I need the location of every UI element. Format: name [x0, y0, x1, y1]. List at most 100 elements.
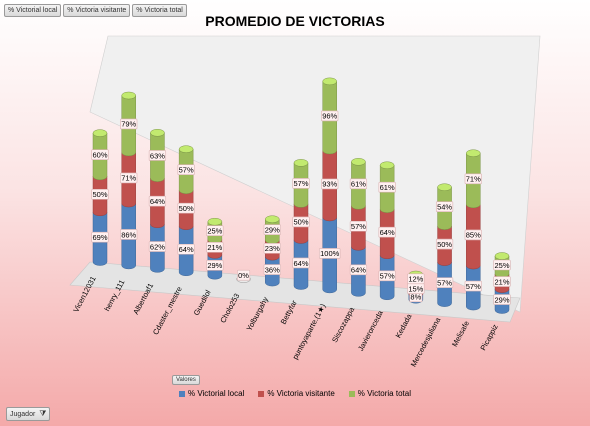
- data-label-box-victoria-visitante-henry-111: [120, 172, 138, 184]
- data-label-box-victorial-local-vicen12031: [91, 231, 109, 243]
- bar-cap-mercedesjuliana: [437, 183, 452, 191]
- data-label-box-victorial-local-melisafe: [464, 280, 482, 292]
- data-label-box-victoria-visitante-cdaster-mestre: [177, 202, 195, 214]
- data-label-victoria-total-albertoaf1: 63%: [150, 151, 165, 160]
- jugador-label: Jugador: [10, 410, 36, 418]
- bar-stack-cdaster-mestre: [178, 145, 194, 277]
- legend-swatch-local: [179, 390, 185, 397]
- legend-label-total: % Victoria total: [357, 389, 411, 398]
- legend-item-total: % Victoria total: [348, 389, 411, 398]
- data-label-victoria-visitante-vicen12031: 50%: [92, 190, 107, 199]
- x-tick-label-siscozappa: Siscozappa: [330, 305, 357, 344]
- data-label-victoria-total-siscozappa: 61%: [351, 180, 366, 189]
- legend-item-local: % Victorial local: [179, 389, 244, 398]
- data-label-box-victorial-local-mercedesjuliana: [435, 277, 454, 288]
- x-tick-label-puntoyaparte-1: puntoyaparte.(1★): [291, 302, 328, 361]
- data-label-box-victoria-total-bettyfar: [292, 178, 310, 189]
- bar-cap-vicen12031: [92, 129, 108, 137]
- data-label-box-victoria-total-mercedesjuliana: [435, 201, 454, 212]
- data-label-victoria-total-vicen12031: 60%: [92, 151, 107, 160]
- data-label-box-victoria-visitante-siscozappa: [349, 220, 368, 232]
- data-label-box-victoria-total-guedilol: [206, 225, 224, 237]
- data-label-victoria-visitante-yolburgahy: 23%: [265, 244, 280, 253]
- field-buttons: % Victorial local % Victoria visitante %…: [4, 4, 187, 17]
- data-label-box-victoria-total-melisafe: [464, 173, 482, 185]
- data-label-victoria-visitante-bettyfar: 50%: [293, 218, 308, 227]
- legend-label-local: % Victorial local: [188, 389, 245, 398]
- data-label-box-victoria-total-albertoaf1: [148, 150, 167, 161]
- filter-icon: ⧩: [39, 409, 47, 418]
- data-label-box-victorial-local-cholo253: [237, 269, 251, 281]
- data-label-box-victoria-visitante-mercedesjuliana: [435, 238, 454, 250]
- data-label-box-victoria-visitante-albertoaf1: [148, 195, 167, 207]
- data-label-victoria-total-javieronceda: 61%: [380, 183, 395, 192]
- data-label-box-victorial-local-yolburgahy: [263, 264, 281, 275]
- bar-cap-puntoyaparte-1: [322, 77, 337, 86]
- data-label-box-victorial-local-bettyfar: [292, 257, 310, 269]
- data-label-victoria-visitante-cdaster-mestre: 50%: [179, 204, 194, 213]
- data-label-box-victoria-total-puntoyaparte-1: [321, 110, 339, 122]
- bar-cap-albertoaf1: [150, 129, 165, 137]
- legend-label-visitante: % Victoria visitante: [267, 389, 335, 398]
- field-button-total[interactable]: % Victoria total: [132, 4, 187, 17]
- data-label-victorial-local-siscozappa: 64%: [351, 266, 366, 275]
- data-label-box-victoria-visitante-puntoyaparte-1: [321, 178, 339, 190]
- data-label-victoria-visitante-guedilol: 21%: [207, 243, 222, 252]
- data-label-box-victorial-local-albertoaf1: [148, 241, 167, 252]
- data-label-victorial-local-javieronceda: 57%: [380, 272, 395, 281]
- data-label-box-victorial-local-siscozappa: [349, 264, 368, 276]
- data-label-box-victoria-total-kedada: [407, 273, 425, 285]
- chart-back-wall: [89, 35, 541, 313]
- data-label-box-victoria-visitante-javieronceda: [378, 226, 396, 238]
- data-label-box-victoria-total-henry-111: [120, 118, 138, 130]
- data-label-victorial-local-albertoaf1: 62%: [150, 242, 165, 251]
- field-button-visitante[interactable]: % Victoria visitante: [63, 4, 131, 17]
- data-label-victorial-local-bettyfar: 64%: [293, 259, 308, 268]
- data-label-victoria-visitante-javieronceda: 64%: [380, 228, 395, 237]
- data-label-victoria-visitante-kedada: 15%: [408, 284, 423, 293]
- data-label-victoria-visitante-picappiz: 21%: [494, 277, 509, 286]
- bar-cap-guedilol: [207, 217, 223, 226]
- data-label-box-victoria-total-vicen12031: [91, 149, 109, 161]
- data-label-box-victoria-total-yolburgahy: [263, 224, 281, 235]
- data-label-victoria-visitante-albertoaf1: 64%: [150, 197, 165, 206]
- jugador-filter-button[interactable]: Jugador ⧩: [6, 407, 51, 421]
- data-label-box-victoria-visitante-bettyfar: [292, 216, 310, 228]
- data-label-victorial-local-puntoyaparte-1: 100%: [320, 249, 340, 258]
- data-label-box-victoria-visitante-vicen12031: [91, 189, 109, 200]
- data-label-victoria-total-henry-111: 79%: [121, 120, 136, 129]
- chart-legend: % Victorial local % Victoria visitante %…: [0, 389, 590, 398]
- data-label-victoria-total-picappiz: 25%: [494, 261, 509, 270]
- bar-cap-yolburgahy: [265, 215, 280, 223]
- field-button-local[interactable]: % Victorial local: [4, 4, 62, 17]
- x-tick-label-javieronceda: Javieronceda: [356, 308, 385, 352]
- data-label-victorial-local-henry-111: 86%: [121, 230, 136, 239]
- data-label-box-victorial-local-guedilol: [206, 259, 224, 271]
- data-label-victoria-total-guedilol: 25%: [207, 227, 222, 236]
- data-label-victoria-total-puntoyaparte-1: 96%: [322, 112, 337, 121]
- legend-swatch-visitante: [258, 390, 265, 397]
- data-label-box-victorial-local-henry-111: [120, 229, 138, 240]
- data-label-box-victorial-local-picappiz: [493, 294, 511, 305]
- data-label-victoria-total-cdaster-mestre: 57%: [179, 165, 194, 174]
- x-tick-label-kedada: Kedada: [394, 312, 414, 340]
- data-label-victoria-total-bettyfar: 57%: [293, 179, 308, 188]
- data-label-victorial-local-cdaster-mestre: 64%: [179, 245, 194, 254]
- data-label-victorial-local-guedilol: 29%: [207, 261, 222, 270]
- data-label-victorial-local-yolburgahy: 36%: [265, 265, 280, 274]
- data-label-box-victoria-visitante-melisafe: [464, 229, 482, 241]
- data-label-victoria-visitante-puntoyaparte-1: 93%: [322, 180, 337, 189]
- data-label-victorial-local-mercedesjuliana: 57%: [437, 278, 452, 287]
- values-button[interactable]: Valores: [172, 375, 200, 385]
- data-label-victorial-local-vicen12031: 69%: [92, 233, 107, 242]
- bar-cap-picappiz: [494, 252, 510, 260]
- data-label-box-victoria-visitante-guedilol: [206, 241, 224, 253]
- x-tick-label-melisafe: Melisafe: [450, 319, 471, 348]
- data-label-victoria-total-kedada: 12%: [408, 275, 423, 284]
- data-label-box-victoria-total-siscozappa: [349, 178, 368, 190]
- data-label-box-victoria-visitante-picappiz: [493, 276, 511, 287]
- bar-cap-bettyfar: [293, 159, 309, 167]
- x-tick-label-picappiz: Picappiz: [479, 323, 500, 352]
- data-label-box-victoria-total-picappiz: [493, 259, 511, 271]
- data-label-victoria-visitante-mercedesjuliana: 50%: [437, 240, 452, 249]
